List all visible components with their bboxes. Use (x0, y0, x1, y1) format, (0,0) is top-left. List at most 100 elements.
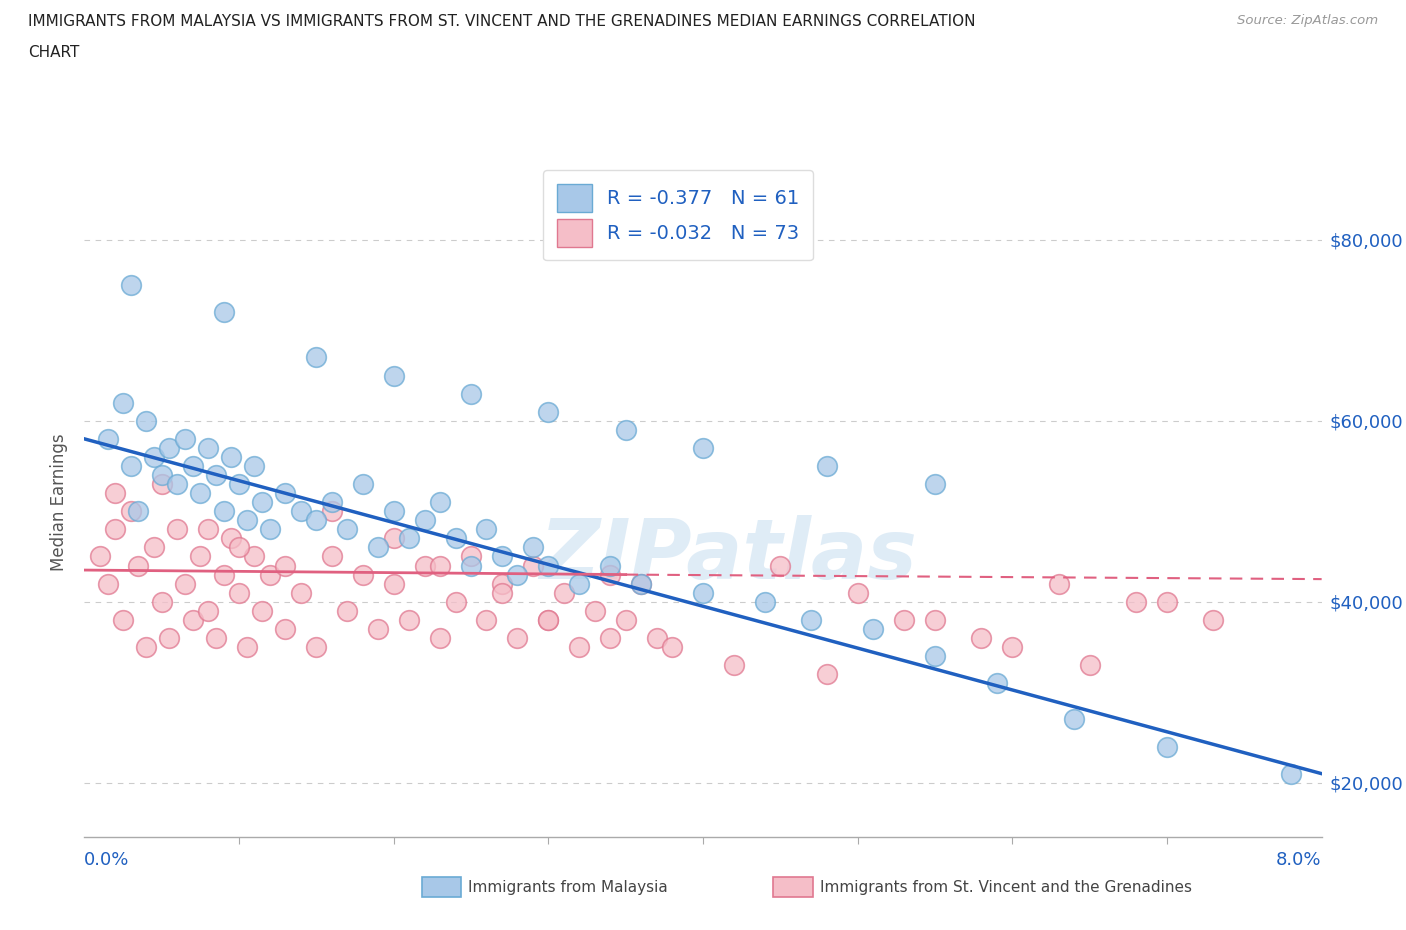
Point (221, 531, 243, 546)
Point (128, 558, 150, 573)
Point (197, 522, 219, 537)
Text: IMMIGRANTS FROM MALAYSIA VS IMMIGRANTS FROM ST. VINCENT AND THE GRENADINES MEDIA: IMMIGRANTS FROM MALAYSIA VS IMMIGRANTS F… (28, 14, 976, 29)
Point (252, 495, 274, 510)
Point (135, 413, 157, 428)
Point (89, 549, 111, 564)
Point (645, 631, 668, 645)
Point (112, 612, 135, 627)
Point (815, 667, 838, 682)
Point (174, 432, 197, 446)
Point (212, 504, 235, 519)
Point (506, 631, 529, 645)
Point (614, 612, 637, 627)
Point (104, 485, 127, 500)
Point (135, 640, 157, 655)
Text: Source: ZipAtlas.com: Source: ZipAtlas.com (1237, 14, 1378, 27)
Point (290, 504, 312, 519)
Point (212, 567, 235, 582)
Point (398, 612, 420, 627)
Point (537, 405, 560, 419)
Point (367, 540, 389, 555)
Point (429, 558, 451, 573)
Point (429, 631, 451, 645)
Point (583, 604, 606, 618)
Point (599, 567, 621, 582)
Text: ZIPatlas: ZIPatlas (538, 515, 917, 596)
Point (228, 477, 250, 492)
Point (321, 504, 343, 519)
Point (252, 604, 274, 618)
Point (630, 577, 652, 591)
Point (274, 621, 297, 636)
Point (522, 558, 544, 573)
Point (382, 368, 405, 383)
Point (228, 585, 250, 600)
Point (228, 540, 250, 555)
Point (143, 449, 166, 464)
Point (599, 558, 621, 573)
Point (491, 549, 513, 564)
Point (1078, 658, 1101, 672)
Point (1001, 640, 1024, 655)
Point (460, 386, 482, 401)
Point (243, 458, 266, 473)
Point (491, 577, 513, 591)
Point (321, 495, 343, 510)
Point (630, 577, 652, 591)
Point (800, 612, 823, 627)
Point (413, 512, 436, 527)
Point (893, 612, 915, 627)
Point (205, 468, 228, 483)
Point (846, 585, 869, 600)
Point (1156, 594, 1178, 609)
Point (274, 485, 297, 500)
Point (336, 604, 359, 618)
Point (614, 422, 637, 437)
Point (661, 640, 683, 655)
Point (382, 577, 405, 591)
Point (413, 558, 436, 573)
Text: Immigrants from Malaysia: Immigrants from Malaysia (468, 880, 668, 895)
Point (723, 658, 745, 672)
Point (444, 594, 467, 609)
Legend: R = -0.377   N = 61, R = -0.032   N = 73: R = -0.377 N = 61, R = -0.032 N = 73 (543, 170, 813, 260)
Point (166, 477, 188, 492)
Point (166, 522, 188, 537)
Point (96, 432, 120, 446)
Point (352, 477, 374, 492)
Point (197, 441, 219, 456)
Point (1156, 739, 1178, 754)
Point (104, 522, 127, 537)
Point (460, 549, 482, 564)
Point (862, 621, 884, 636)
Point (197, 604, 219, 618)
Point (290, 585, 312, 600)
Point (305, 512, 328, 527)
Point (537, 612, 560, 627)
Point (475, 522, 498, 537)
Point (444, 531, 467, 546)
Point (986, 676, 1008, 691)
Point (174, 577, 197, 591)
Point (352, 567, 374, 582)
Point (382, 504, 405, 519)
Point (205, 631, 228, 645)
Point (568, 640, 591, 655)
Point (1063, 712, 1085, 727)
Point (212, 305, 235, 320)
Text: 0.0%: 0.0% (84, 851, 129, 870)
Point (754, 594, 776, 609)
Point (382, 531, 405, 546)
Point (305, 640, 328, 655)
Point (398, 531, 420, 546)
Point (970, 631, 993, 645)
Point (1047, 577, 1070, 591)
Point (1125, 594, 1147, 609)
Point (259, 522, 281, 537)
Point (491, 585, 513, 600)
Point (599, 631, 621, 645)
Point (367, 621, 389, 636)
Point (188, 549, 212, 564)
Point (150, 468, 173, 483)
Point (112, 395, 135, 410)
